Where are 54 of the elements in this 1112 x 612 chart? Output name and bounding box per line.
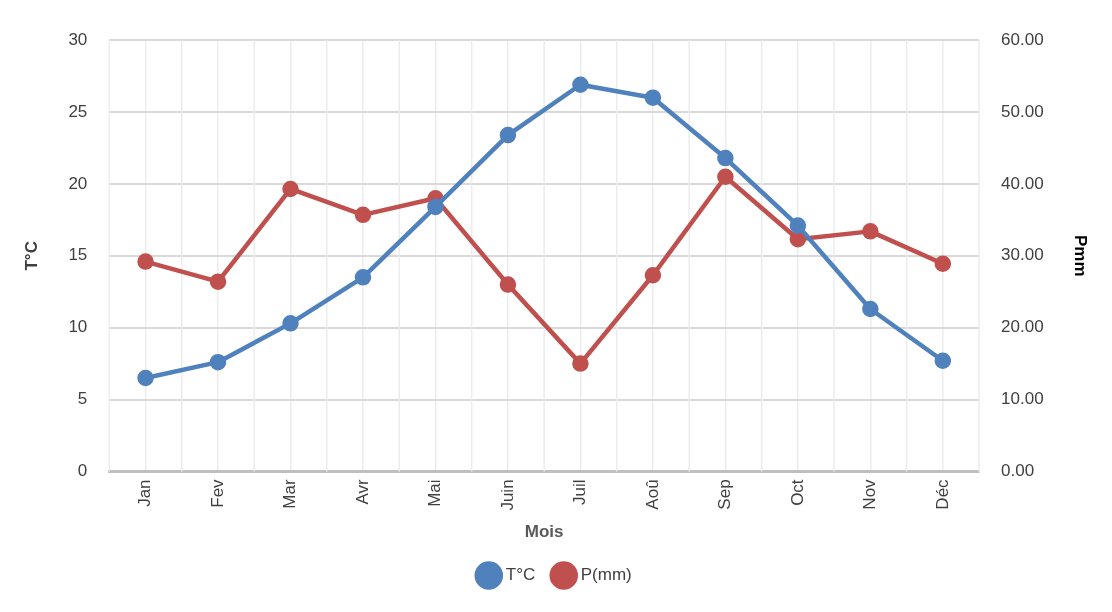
point	[934, 255, 952, 272]
x-tick-label: Aoû	[642, 479, 662, 510]
point	[789, 231, 807, 248]
point	[717, 168, 734, 185]
legend-label: P(mm)	[580, 565, 632, 585]
point	[934, 352, 952, 369]
point	[499, 126, 517, 144]
x-tick-label: Mai	[425, 479, 445, 507]
point	[209, 353, 227, 371]
y-tick-label: 5	[77, 389, 88, 409]
point	[862, 223, 879, 240]
point	[427, 198, 444, 216]
y-tick-label: 30	[68, 29, 88, 49]
point	[137, 369, 154, 387]
x-tick-label: Oct	[787, 479, 807, 506]
legend-label: T°C	[505, 565, 536, 585]
x-tick-label: Mar	[280, 479, 300, 509]
y2-tick-label: 20.00	[1001, 317, 1044, 337]
point	[572, 76, 589, 94]
point	[717, 149, 734, 167]
y2-tick-label: 0.00	[1001, 461, 1035, 481]
y-tick-label: 0	[77, 461, 88, 481]
y2-tick-label: 10.00	[1001, 389, 1044, 409]
point	[282, 180, 299, 198]
y2-tick-label: 50.00	[1001, 101, 1044, 121]
x-tick-label: Nov	[860, 478, 880, 510]
point	[354, 206, 372, 224]
point	[644, 89, 662, 106]
x-tick-label: Sep	[715, 479, 735, 510]
point	[572, 355, 589, 372]
y-tick-label: 10	[68, 317, 88, 337]
x-tick-label: Juil	[570, 479, 590, 505]
y-axis-title: T°C	[21, 241, 41, 271]
point	[862, 300, 879, 318]
y-tick-label: 25	[68, 101, 88, 121]
point	[282, 315, 299, 332]
point	[499, 276, 517, 293]
x-tick-label: Fev	[207, 478, 227, 508]
point	[789, 217, 807, 234]
x-axis-title: Mois	[524, 522, 564, 542]
x-tick-label: Juin	[497, 479, 517, 511]
point	[644, 266, 662, 284]
y2-axis-title: Pmm	[1071, 235, 1091, 277]
y-tick-label: 15	[68, 245, 88, 265]
point	[209, 273, 227, 290]
x-tick-label: Avr	[352, 479, 372, 505]
x-tick-label: Jan	[135, 479, 155, 507]
y-tick-label: 20	[68, 173, 88, 193]
y2-tick-label: 30.00	[1001, 245, 1044, 265]
x-tick-label: Déc	[932, 478, 952, 510]
point	[354, 269, 372, 286]
point	[137, 253, 154, 270]
y2-tick-label: 40.00	[1001, 173, 1044, 193]
y2-tick-label: 60.00	[1001, 29, 1044, 49]
